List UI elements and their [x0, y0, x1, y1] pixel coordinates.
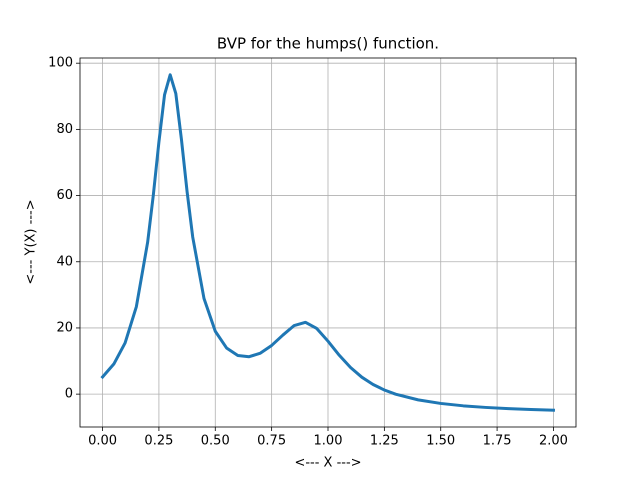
x-tick-label: 0.00: [88, 434, 117, 449]
grid: [80, 58, 576, 427]
x-tick-label: 1.75: [483, 434, 512, 449]
x-tick-label: 1.25: [370, 434, 399, 449]
x-tick-label: 0.75: [257, 434, 286, 449]
chart-title: BVP for the humps() function.: [217, 35, 439, 53]
y-tick-label: 100: [48, 56, 73, 71]
x-tick-label: 0.25: [144, 434, 173, 449]
y-tick-label: 60: [56, 188, 73, 203]
y-axis-label: <--- Y(X) --->: [24, 199, 39, 284]
y-tick-label: 0: [65, 387, 73, 402]
y-tick-label: 40: [56, 254, 73, 269]
line: [100, 73, 556, 412]
x-tick-label: 0.50: [201, 434, 230, 449]
x-tick-label: 2.00: [539, 434, 568, 449]
x-tick-label: 1.50: [426, 434, 455, 449]
y-tick-label: 20: [56, 320, 73, 335]
y-tick-label: 80: [56, 122, 73, 137]
ticks: 0.00 0.25 0.50 0.75 1.00 1.25 1.50 1.75 2.00 0 20 4…: [48, 56, 568, 449]
plot: [100, 73, 556, 412]
x-axis-label: <--- X --->: [294, 456, 361, 471]
x-tick-label: 1.00: [314, 434, 343, 449]
